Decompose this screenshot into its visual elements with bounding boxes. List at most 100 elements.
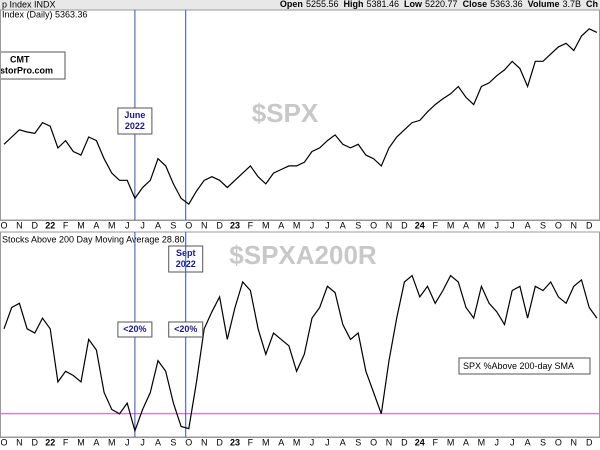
x-tick-label: A bbox=[525, 220, 531, 230]
header-bar bbox=[0, 0, 600, 10]
x-tick-label: J bbox=[310, 220, 315, 230]
x-tick-label: N bbox=[16, 437, 23, 447]
annotation-box bbox=[117, 321, 153, 338]
series-line bbox=[3, 28, 598, 205]
x-tick-label: F bbox=[248, 220, 254, 230]
x-tick-label: A bbox=[340, 220, 346, 230]
x-tick-label: N bbox=[16, 220, 23, 230]
x-tick-label: N bbox=[386, 220, 393, 230]
x-tick-label: D bbox=[401, 437, 408, 447]
x-tick-label: 22 bbox=[45, 220, 55, 230]
x-tick-label: 24 bbox=[415, 220, 425, 230]
x-tick-label: O bbox=[370, 220, 377, 230]
logo-box bbox=[0, 51, 66, 80]
x-tick-label: D bbox=[586, 437, 593, 447]
x-tick-label: J bbox=[140, 220, 145, 230]
x-tick-label: N bbox=[571, 220, 578, 230]
quote-label: Open bbox=[280, 0, 303, 9]
quote-label: Close bbox=[463, 0, 488, 9]
annotation-text: June bbox=[124, 110, 145, 120]
x-tick-label: M bbox=[108, 437, 116, 447]
annotation-box bbox=[168, 321, 204, 338]
x-tick-label: N bbox=[201, 437, 208, 447]
x-tick-label: O bbox=[0, 437, 7, 447]
x-tick-label: F bbox=[63, 220, 69, 230]
x-tick-label: A bbox=[340, 437, 346, 447]
panel-title: Stocks Above 200 Day Moving Average 28.8… bbox=[2, 234, 184, 244]
x-tick-label: A bbox=[93, 220, 99, 230]
annotation-box bbox=[117, 107, 153, 135]
x-tick-label: 23 bbox=[230, 437, 240, 447]
x-tick-label: A bbox=[155, 437, 161, 447]
symbol: p Index INDX bbox=[2, 0, 56, 9]
x-tick-label: D bbox=[216, 437, 223, 447]
x-tick-label: O bbox=[0, 220, 7, 230]
quote-label: Volume bbox=[528, 0, 560, 9]
x-tick-label: A bbox=[463, 220, 469, 230]
logo-line: storPro.com bbox=[0, 65, 53, 75]
annotation-text: <20% bbox=[174, 324, 197, 334]
x-tick-label: A bbox=[278, 437, 284, 447]
x-tick-label: M bbox=[77, 220, 85, 230]
panel-title: Index (Daily) 5363.36 bbox=[2, 9, 88, 19]
x-tick-label: O bbox=[555, 220, 562, 230]
x-tick-label: J bbox=[125, 437, 130, 447]
quote-value: 5381.46 bbox=[366, 0, 399, 9]
x-tick-label: S bbox=[170, 220, 176, 230]
quote-label: High bbox=[343, 0, 363, 9]
x-tick-label: J bbox=[495, 220, 500, 230]
x-tick-label: F bbox=[63, 437, 69, 447]
quote-value: 5255.56 bbox=[306, 0, 339, 9]
quote-value: 5363.36 bbox=[490, 0, 523, 9]
annotation-text: <20% bbox=[123, 324, 146, 334]
x-tick-label: 23 bbox=[230, 220, 240, 230]
x-tick-label: D bbox=[32, 220, 39, 230]
x-tick-label: D bbox=[216, 220, 223, 230]
x-tick-label: M bbox=[447, 437, 455, 447]
quote-value: 5220.77 bbox=[425, 0, 458, 9]
quote-label: Low bbox=[404, 0, 423, 9]
x-tick-label: A bbox=[525, 437, 531, 447]
x-tick-label: A bbox=[278, 220, 284, 230]
x-tick-label: N bbox=[571, 437, 578, 447]
x-tick-label: N bbox=[201, 220, 208, 230]
legend-label: SPX %Above 200-day SMA bbox=[463, 361, 574, 371]
x-tick-label: O bbox=[370, 437, 377, 447]
quote: Open 5255.56 High 5381.46 Low 5220.77 Close 536… bbox=[280, 0, 598, 9]
x-tick-label: D bbox=[32, 437, 39, 447]
x-tick-label: M bbox=[262, 437, 270, 447]
watermark: $SPX bbox=[252, 98, 319, 128]
x-tick-label: J bbox=[325, 437, 330, 447]
x-tick-label: J bbox=[125, 220, 130, 230]
quote-label: Ch bbox=[586, 0, 598, 9]
x-tick-label: M bbox=[108, 220, 116, 230]
x-tick-label: J bbox=[325, 220, 330, 230]
x-tick-label: J bbox=[140, 437, 145, 447]
x-tick-label: O bbox=[185, 220, 192, 230]
series-line bbox=[3, 274, 598, 433]
x-tick-label: M bbox=[293, 220, 301, 230]
x-tick-label: S bbox=[170, 437, 176, 447]
x-tick-label: J bbox=[510, 437, 515, 447]
x-tick-label: M bbox=[293, 437, 301, 447]
x-tick-label: M bbox=[478, 220, 486, 230]
x-tick-label: M bbox=[77, 437, 85, 447]
x-tick-label: A bbox=[463, 437, 469, 447]
x-tick-label: J bbox=[510, 220, 515, 230]
x-tick-label: N bbox=[386, 437, 393, 447]
x-tick-label: M bbox=[447, 220, 455, 230]
x-tick-label: M bbox=[478, 437, 486, 447]
x-tick-label: F bbox=[432, 437, 438, 447]
x-tick-label: S bbox=[355, 437, 361, 447]
x-tick-label: F bbox=[432, 220, 438, 230]
x-tick-label: D bbox=[401, 220, 408, 230]
x-tick-label: S bbox=[355, 220, 361, 230]
x-tick-label: S bbox=[540, 220, 546, 230]
x-tick-label: O bbox=[185, 437, 192, 447]
x-tick-label: D bbox=[586, 220, 593, 230]
x-tick-label: 24 bbox=[415, 437, 425, 447]
annotation-text: 2022 bbox=[125, 121, 145, 131]
x-tick-label: M bbox=[262, 220, 270, 230]
x-tick-label: F bbox=[248, 437, 254, 447]
